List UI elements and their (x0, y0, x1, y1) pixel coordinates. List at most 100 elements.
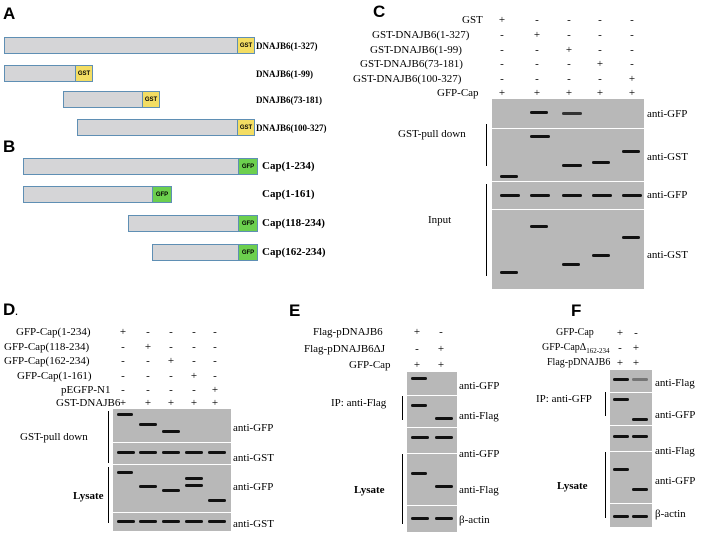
sign: + (632, 357, 640, 369)
blot-separator (407, 453, 457, 454)
band (162, 451, 180, 454)
section-bracket (486, 124, 487, 166)
section-label-pulldown: GST-pull down (20, 431, 88, 443)
band (562, 194, 582, 197)
blot-image (492, 99, 644, 289)
band (139, 520, 157, 523)
condition-label: GFP-Cap(1-161) (17, 370, 92, 382)
antibody-label: anti-GST (647, 151, 688, 163)
band (530, 194, 550, 197)
blot-separator (492, 181, 644, 182)
band (632, 435, 648, 438)
sign: - (567, 29, 571, 41)
band (632, 488, 648, 491)
sign: + (628, 87, 636, 99)
sign: - (598, 14, 602, 26)
band (530, 135, 550, 138)
gst-tag: GST (75, 65, 93, 82)
band (622, 236, 640, 239)
band (500, 194, 520, 197)
panel-letter-c: C (373, 2, 386, 21)
sign: + (413, 359, 421, 371)
sign: + (190, 397, 198, 409)
condition-label: GFP-Cap (437, 87, 479, 99)
sign: - (169, 341, 173, 353)
condition-label: pEGFP-N1 (61, 384, 111, 396)
construct-label: DNAJB6(1-327) (256, 41, 318, 51)
antibody-label: β-actin (655, 508, 686, 520)
construct-label: DNAJB6(73-181) (256, 95, 322, 105)
antibody-label: anti-Flag (459, 484, 499, 496)
sign: - (169, 326, 173, 338)
antibody-label: anti-GFP (233, 481, 274, 493)
blot-separator (407, 505, 457, 506)
panel-letter-e: E (289, 301, 301, 320)
sign: + (498, 87, 506, 99)
section-bracket (605, 392, 606, 416)
band (411, 377, 427, 380)
band (162, 430, 180, 433)
condition-label: GFP-Cap (349, 359, 391, 371)
sign: + (144, 341, 152, 353)
sign: + (565, 44, 573, 56)
sign: - (146, 370, 150, 382)
condition-label: GFP-Cap (556, 327, 594, 338)
sign: - (169, 384, 173, 396)
band (185, 484, 203, 487)
section-bracket (402, 454, 403, 524)
construct-bar-dnajb6-73-181: GST (63, 91, 160, 108)
gst-tag: GST (237, 119, 255, 136)
panel-letter-d: D. (3, 300, 18, 320)
sign: - (630, 58, 634, 70)
section-label-ip: IP: anti-Flag (331, 397, 387, 409)
band (613, 468, 629, 471)
blot-image (113, 409, 231, 531)
sign: + (190, 370, 198, 382)
antibody-label: anti-GFP (459, 380, 500, 392)
band (139, 451, 157, 454)
sign: - (500, 29, 504, 41)
panel-letter-f: F (571, 301, 582, 320)
sign: + (167, 355, 175, 367)
condition-label: Flag-pDNAJB6ΔJ (304, 343, 386, 355)
construct-label: Cap(118-234) (262, 217, 325, 229)
sign: - (121, 370, 125, 382)
sign: + (437, 343, 445, 355)
band (592, 194, 612, 197)
band (411, 404, 427, 407)
sign: - (535, 73, 539, 85)
condition-label: GST-DNAJB6(1-327) (372, 29, 470, 41)
construct-label: DNAJB6(100-327) (256, 123, 327, 133)
condition-label: GST-DNAJB6(1-99) (370, 44, 462, 56)
band (562, 263, 580, 266)
sign: - (500, 73, 504, 85)
band (613, 378, 629, 381)
sign: - (192, 355, 196, 367)
construct-bar-dnajb6-100-327: GST (77, 119, 255, 136)
antibody-label: β-actin (459, 514, 490, 526)
blot-separator (113, 442, 231, 443)
sign: + (533, 87, 541, 99)
sign: - (192, 326, 196, 338)
panel-letter-d-suffix: . (15, 307, 18, 317)
antibody-label: anti-GFP (655, 409, 696, 421)
sign: - (598, 73, 602, 85)
antibody-label: anti-GFP (233, 422, 274, 434)
band (530, 111, 548, 114)
condition-label-main: GFP-CapΔ (542, 342, 587, 353)
blot-separator (407, 395, 457, 396)
sign: - (192, 384, 196, 396)
blot-separator (407, 427, 457, 428)
antibody-label: anti-GFP (655, 475, 696, 487)
sign: - (630, 29, 634, 41)
sign: - (146, 384, 150, 396)
band (162, 520, 180, 523)
band (139, 423, 157, 426)
panel-letter-d-main: D (3, 300, 16, 319)
condition-label: Flag-pDNAJB6 (547, 357, 611, 368)
sign: - (567, 58, 571, 70)
construct-label: DNAJB6(1-99) (256, 69, 313, 79)
condition-label: GST-DNAJB6(73-181) (360, 58, 463, 70)
sign: - (535, 58, 539, 70)
band (139, 485, 157, 488)
